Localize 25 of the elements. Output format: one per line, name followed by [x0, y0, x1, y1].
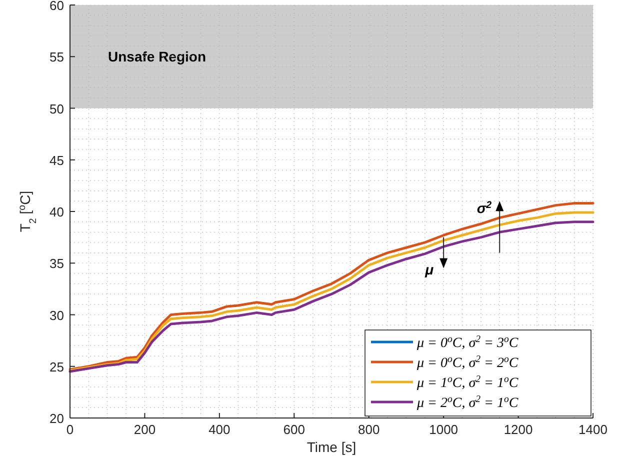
- y-tick-label: 35: [50, 256, 64, 272]
- legend-label: μ = 0$^{o}$C, σ$^{2}$ = 3$^{o}$C: [416, 334, 519, 351]
- x-tick-label: 200: [134, 422, 156, 437]
- x-tick-label: 1000: [429, 422, 458, 437]
- x-tick-label: 1400: [578, 422, 608, 437]
- y-tick-label: 55: [50, 50, 64, 65]
- y-tick-label: 30: [50, 308, 64, 323]
- x-tick-label: 1200: [504, 422, 533, 437]
- legend-label: μ = 1$^{o}$C, σ$^{2}$ = 1$^{o}$C: [416, 374, 519, 391]
- x-tick-label: 600: [283, 422, 305, 437]
- x-axis-title: Time [s]: [306, 439, 356, 455]
- band-label: Unsafe Region: [108, 48, 206, 65]
- x-tick-label: 800: [358, 422, 380, 437]
- legend-label: μ = 0$^{o}$C, σ$^{2}$ = 2$^{o}$C: [416, 354, 519, 371]
- legend-label: μ = 2$^{o}$C, σ$^{2}$ = 1$^{o}$C: [416, 394, 519, 411]
- y-tick-label: 60: [50, 0, 64, 13]
- x-tick-label: 0: [66, 422, 74, 437]
- y-tick-label: 20: [50, 411, 64, 426]
- y-tick-label: 45: [50, 152, 64, 168]
- annotation: μ: [424, 261, 434, 278]
- y-tick-label: 25: [50, 359, 64, 374]
- y-tick-label: 40: [50, 204, 64, 220]
- y-tick-label: 50: [50, 101, 64, 116]
- x-tick-label: 400: [208, 422, 230, 437]
- annotation: σ$^{2}$: [476, 200, 492, 216]
